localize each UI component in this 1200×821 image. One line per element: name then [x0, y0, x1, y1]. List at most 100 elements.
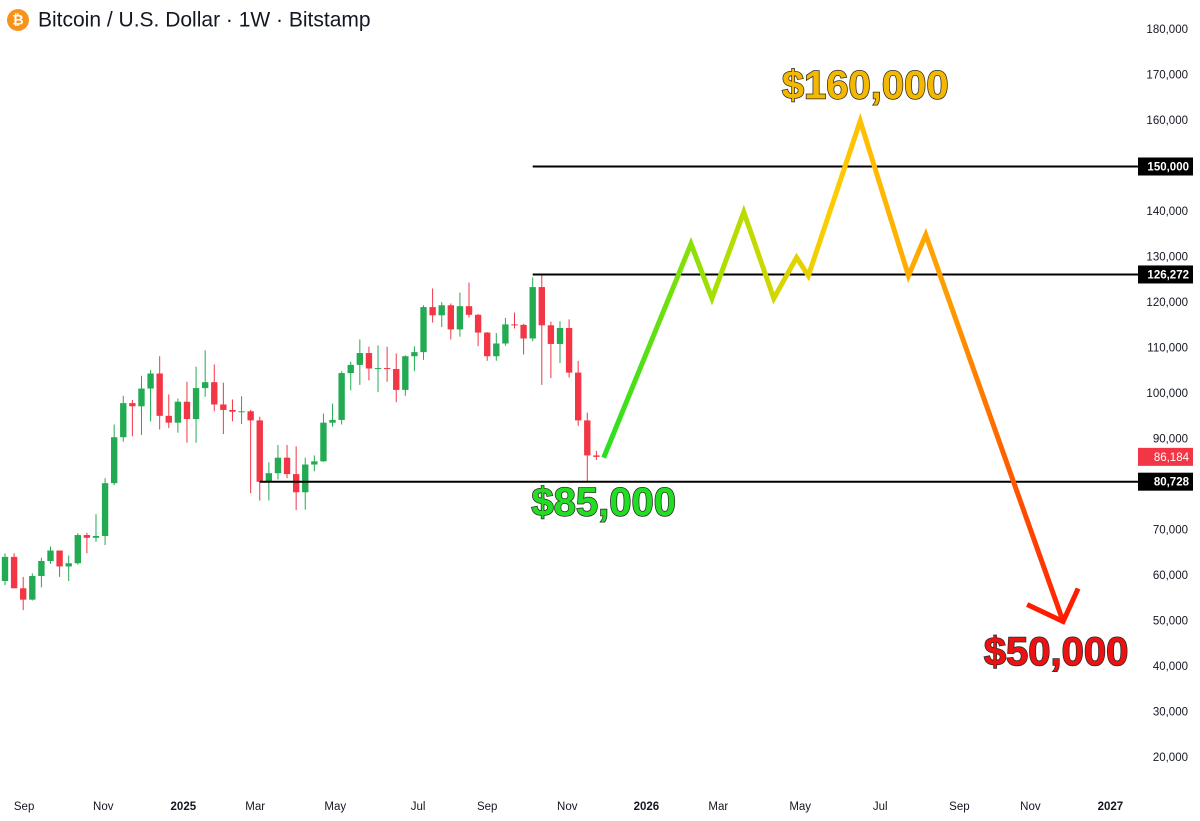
candle-body	[92, 535, 100, 538]
y-tick-label: 180,000	[1146, 24, 1188, 36]
chart-title: Bitcoin / U.S. Dollar · 1W · Bitstamp	[38, 9, 371, 32]
price-label: 86,184	[1154, 452, 1190, 464]
bitcoin-icon	[7, 9, 29, 31]
candle-body	[593, 455, 600, 457]
candle-body	[529, 287, 536, 339]
candle-body	[447, 305, 454, 330]
y-tick-label: 160,000	[1146, 115, 1188, 127]
candle-body	[420, 307, 427, 353]
candle-body	[356, 353, 364, 365]
y-tick-label: 60,000	[1153, 570, 1188, 582]
y-tick-label: 50,000	[1153, 616, 1188, 628]
candle-body	[511, 324, 518, 326]
candle-body	[1, 556, 9, 582]
x-tick-label: Sep	[949, 801, 969, 813]
x-tick-label: 2026	[634, 801, 660, 813]
y-tick-label: 170,000	[1146, 70, 1188, 82]
x-tick-label: Mar	[245, 801, 265, 813]
candle-body	[320, 422, 327, 462]
candle-body	[556, 328, 564, 344]
candle-body	[538, 287, 545, 326]
candle-body	[429, 307, 436, 316]
candle-body	[138, 388, 145, 407]
level-label-box	[1138, 157, 1193, 176]
candle-body	[20, 588, 27, 600]
candle-body	[83, 535, 91, 538]
candle-body	[393, 368, 400, 390]
candle-body	[311, 461, 318, 465]
y-tick-label: 130,000	[1146, 252, 1188, 264]
arrow-head	[1026, 587, 1081, 625]
candle-body	[274, 457, 282, 474]
candle-body	[10, 556, 18, 589]
candle-body	[220, 404, 227, 410]
y-tick-label: 140,000	[1146, 206, 1188, 218]
candle-body	[374, 368, 382, 370]
candle-body	[565, 328, 573, 373]
candle-body	[129, 403, 136, 407]
projection-line	[601, 112, 1066, 623]
x-tick-label: May	[324, 801, 346, 813]
price-annotation: $160,000	[782, 64, 949, 108]
candle-body	[329, 419, 336, 423]
candle-body	[211, 382, 218, 405]
price-annotation: $85,000	[531, 480, 676, 524]
x-tick-label: Nov	[1020, 801, 1041, 813]
candle-body	[65, 563, 72, 567]
candle-body	[575, 372, 582, 421]
candle-body	[302, 464, 309, 493]
x-tick-label: 2025	[171, 801, 197, 813]
x-tick-label: Jul	[411, 801, 426, 813]
candle-body	[56, 550, 63, 567]
bitcoin-symbol: ₿	[12, 12, 23, 28]
y-tick-label: 20,000	[1153, 752, 1188, 764]
level-label: 80,728	[1154, 477, 1190, 489]
x-tick-label: Sep	[14, 801, 34, 813]
candle-body	[338, 373, 345, 420]
candle-body	[174, 401, 182, 423]
candle-body	[465, 306, 473, 315]
x-tick-label: Sep	[477, 801, 497, 813]
candle-body	[402, 356, 409, 390]
price-label-box	[1138, 447, 1193, 466]
candle-body	[520, 324, 527, 339]
candle-body	[265, 473, 273, 482]
candle-body	[29, 576, 36, 600]
candle-body	[229, 409, 236, 412]
y-tick-label: 40,000	[1153, 661, 1188, 673]
candle-body	[147, 373, 154, 389]
x-tick-label: Mar	[708, 801, 728, 813]
candle-body	[47, 550, 54, 561]
candle-body	[474, 314, 482, 333]
y-tick-label: 70,000	[1153, 525, 1188, 537]
candle-body	[456, 306, 464, 330]
candle-body	[502, 324, 509, 344]
candle-body	[156, 373, 163, 416]
level-label: 126,272	[1147, 269, 1189, 281]
candle-body	[238, 411, 245, 413]
candle-body	[411, 352, 418, 357]
level-label: 150,000	[1147, 162, 1189, 174]
candle-body	[547, 325, 555, 344]
candle-body	[201, 382, 209, 389]
candle-body	[493, 343, 500, 357]
price-annotation: $50,000	[984, 630, 1129, 674]
candle-body	[256, 420, 263, 482]
candle-body	[247, 411, 254, 421]
y-tick-label: 30,000	[1153, 707, 1188, 719]
candle-body	[165, 415, 172, 423]
candle-body	[365, 353, 373, 369]
x-tick-label: Nov	[557, 801, 578, 813]
candle-body	[120, 403, 127, 438]
candle-body	[192, 388, 200, 420]
y-tick-label: 120,000	[1146, 297, 1188, 309]
level-label-box	[1138, 472, 1193, 491]
candle-body	[383, 368, 391, 370]
candle-body	[110, 437, 118, 484]
x-tick-label: May	[789, 801, 811, 813]
level-label-box	[1138, 265, 1193, 284]
candle-body	[74, 535, 81, 564]
candle-body	[101, 483, 109, 536]
candle-body	[484, 332, 491, 357]
